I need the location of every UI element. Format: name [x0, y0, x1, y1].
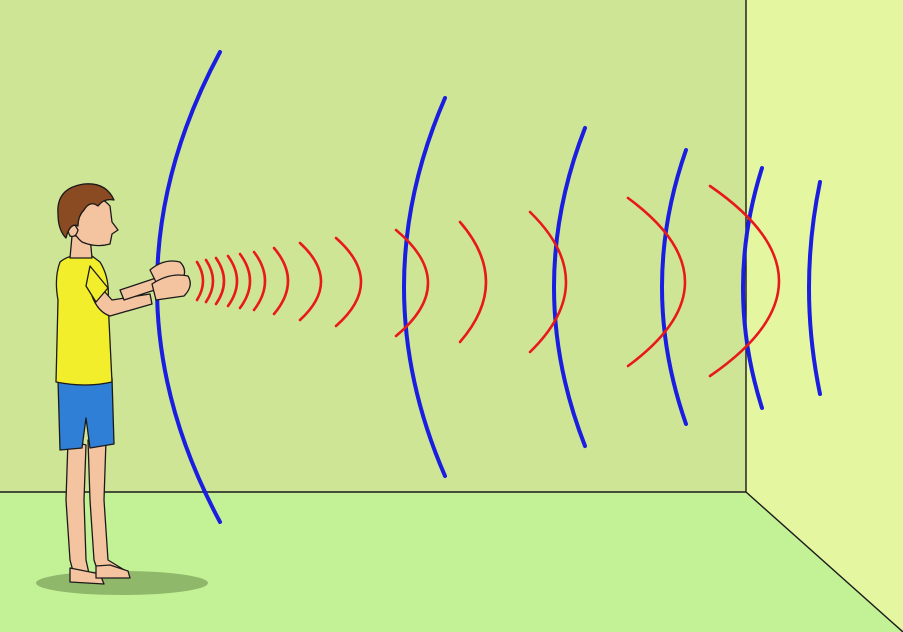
red-wave-arc [272, 246, 290, 316]
red-wave-arc [238, 252, 252, 310]
red-wave-arc [195, 260, 205, 302]
red-wave-arc [528, 210, 568, 354]
red-wave-arc [626, 196, 687, 368]
right-hand [151, 274, 191, 301]
red-wave-arc [204, 258, 215, 304]
boy-figure [36, 183, 208, 595]
blue-wave-arc [552, 126, 587, 448]
reflected-waves [155, 50, 822, 524]
hair [57, 183, 115, 239]
blue-wave-arc [807, 180, 822, 396]
red-wave-arc [214, 256, 226, 306]
blue-wave-arc [402, 96, 447, 478]
shorts [57, 377, 115, 451]
floor-corner-edge [745, 491, 903, 632]
red-wave-arc [394, 228, 430, 338]
left-foot [69, 567, 105, 585]
right-foot [95, 564, 131, 579]
red-wave-arc [226, 254, 239, 308]
side-wall [746, 0, 903, 632]
red-wave-arc [252, 250, 267, 312]
blue-wave-arc [660, 148, 688, 426]
red-wave-arc [458, 220, 488, 344]
back-wall [0, 0, 746, 492]
red-wave-arc [298, 241, 323, 322]
red-wave-arc [334, 236, 363, 328]
shirt [55, 254, 113, 386]
blue-wave-arc [741, 166, 764, 410]
red-wave-arc [708, 184, 781, 378]
outgoing-waves [195, 184, 781, 378]
floor [0, 492, 903, 632]
sleeve [85, 265, 109, 303]
